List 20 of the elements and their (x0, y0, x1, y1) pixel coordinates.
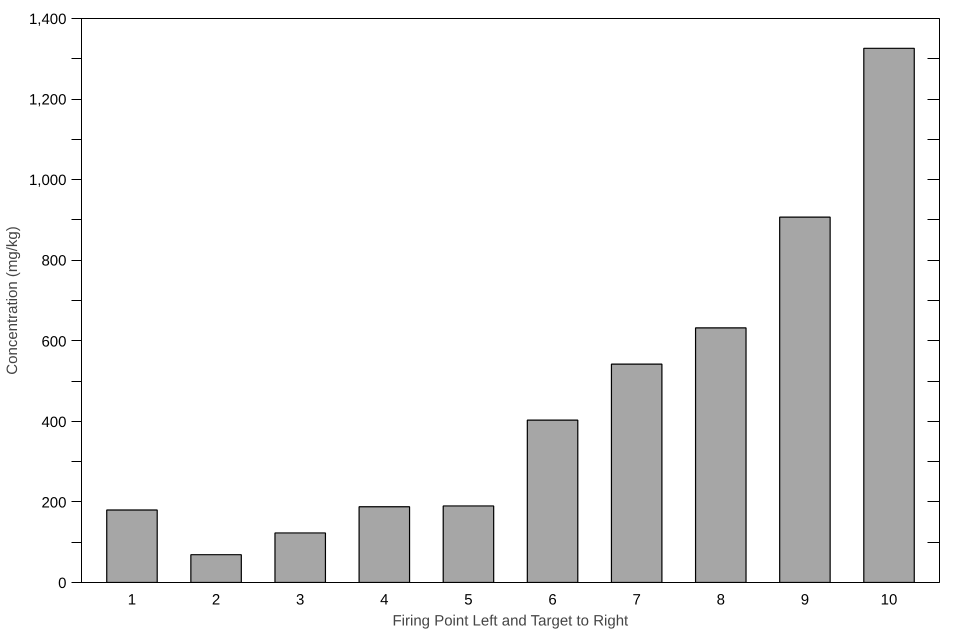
x-tick-label: 1 (128, 592, 136, 608)
y-axis-title: Concentration (mg/kg) (4, 226, 21, 375)
y-tick-label: 400 (41, 414, 67, 431)
y-tick-label: 800 (41, 252, 67, 270)
y-tick-label: 1,400 (28, 11, 67, 28)
x-tick-label: 5 (464, 592, 473, 608)
x-tick-label: 6 (548, 592, 557, 608)
x-tick-label: 8 (716, 592, 725, 608)
x-tick-label: 4 (380, 592, 388, 608)
x-tick-label: 3 (296, 592, 304, 608)
x-tick-label: 7 (632, 592, 641, 608)
x-axis-title: Firing Point Left and Target to Right (392, 612, 630, 630)
y-tick-label: 1,200 (28, 92, 67, 109)
y-tick-label: 0 (58, 575, 66, 592)
x-tick-label: 2 (212, 592, 220, 608)
y-tick-label: 200 (41, 494, 67, 512)
x-tick-label: 10 (880, 592, 898, 608)
y-tick-label: 600 (41, 333, 67, 350)
x-tick-label: 9 (800, 592, 810, 608)
y-tick-label: 1,000 (28, 172, 67, 190)
